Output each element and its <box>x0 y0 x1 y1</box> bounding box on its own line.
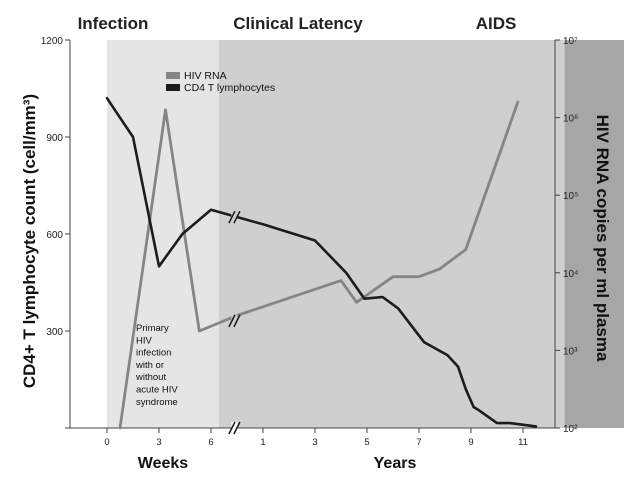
x-tick-label: 11 <box>518 437 528 448</box>
legend-label-hiv-rna: HIV RNA <box>184 70 227 82</box>
right-tick-label: 10⁷ <box>563 36 578 47</box>
x-tick-label: 1 <box>260 437 265 448</box>
note-line: infection <box>136 348 171 359</box>
phase-band-clinical-latency <box>218 40 565 428</box>
right-axis-ticks: 10² 10³ 10⁴ 10⁵ 10⁶ 10⁷ <box>555 36 578 435</box>
note-line: syndrome <box>136 397 178 408</box>
x-tick-label: 9 <box>468 437 473 448</box>
x-tick-label: 3 <box>312 437 317 448</box>
legend-swatch-hiv-rna <box>166 72 180 79</box>
note-line: without <box>135 372 166 383</box>
left-tick-label: 300 <box>46 327 63 338</box>
left-tick-label: 1200 <box>41 36 64 47</box>
x-tick-label: 3 <box>156 437 161 448</box>
right-tick-label: 10² <box>563 424 578 435</box>
right-tick-label: 10⁴ <box>563 269 578 280</box>
note-line: Primary <box>136 323 169 334</box>
phase-label-clinical-latency: Clinical Latency <box>233 14 363 33</box>
series-lines <box>105 96 538 430</box>
series-line-cd4-t-lymphocytes <box>105 96 538 428</box>
primary-infection-note: Primary HIV infection with or without acute H… <box>135 323 178 408</box>
x-tick-label: 0 <box>104 437 109 448</box>
phase-band-aids <box>564 40 624 428</box>
axis-titles: CD4+ T lymphocyte count (cell/mm³) HIV RN… <box>20 94 612 472</box>
right-axis-title: HIV RNA copies per ml plasma <box>593 115 612 362</box>
right-tick-label: 10⁵ <box>563 191 578 202</box>
axis-break-marks <box>228 210 241 435</box>
phase-label-aids: AIDS <box>476 14 517 33</box>
legend-label-cd4-t-lymphocytes: CD4 T lymphocytes <box>184 82 275 94</box>
phase-band-infection <box>107 40 219 428</box>
left-tick-label: 900 <box>46 133 63 144</box>
right-tick-label: 10³ <box>563 346 578 357</box>
legend-swatch-cd4-t-lymphocytes <box>166 84 180 91</box>
x-tick-label: 5 <box>364 437 369 448</box>
phase-labels: Infection Clinical Latency AIDS <box>78 14 517 33</box>
note-line: HIV <box>136 335 153 346</box>
x-tick-label: 6 <box>208 437 213 448</box>
phase-label-infection: Infection <box>78 14 149 33</box>
phase-bands <box>107 40 624 428</box>
x-group-weeks: Weeks <box>138 455 189 472</box>
left-tick-label: 600 <box>46 230 63 241</box>
series-line-hiv-rna <box>118 100 520 430</box>
right-tick-label: 10⁶ <box>563 114 578 125</box>
x-tick-label: 7 <box>416 437 421 448</box>
left-axis-ticks: 300 600 900 1200 <box>41 36 70 429</box>
note-line: with or <box>135 360 164 371</box>
x-axis-ticks: 0 3 6 1 3 5 7 9 11 <box>104 428 528 448</box>
left-axis-title: CD4+ T lymphocyte count (cell/mm³) <box>20 94 39 388</box>
x-group-years: Years <box>374 455 417 472</box>
axis-break-baseline <box>228 421 241 435</box>
note-line: acute HIV <box>136 385 178 396</box>
annotation: Primary HIV infection with or without acute H… <box>135 323 178 408</box>
axis-break-hiv-rna <box>228 314 241 328</box>
axis-break-cd4-t-lymphocytes <box>228 210 241 224</box>
